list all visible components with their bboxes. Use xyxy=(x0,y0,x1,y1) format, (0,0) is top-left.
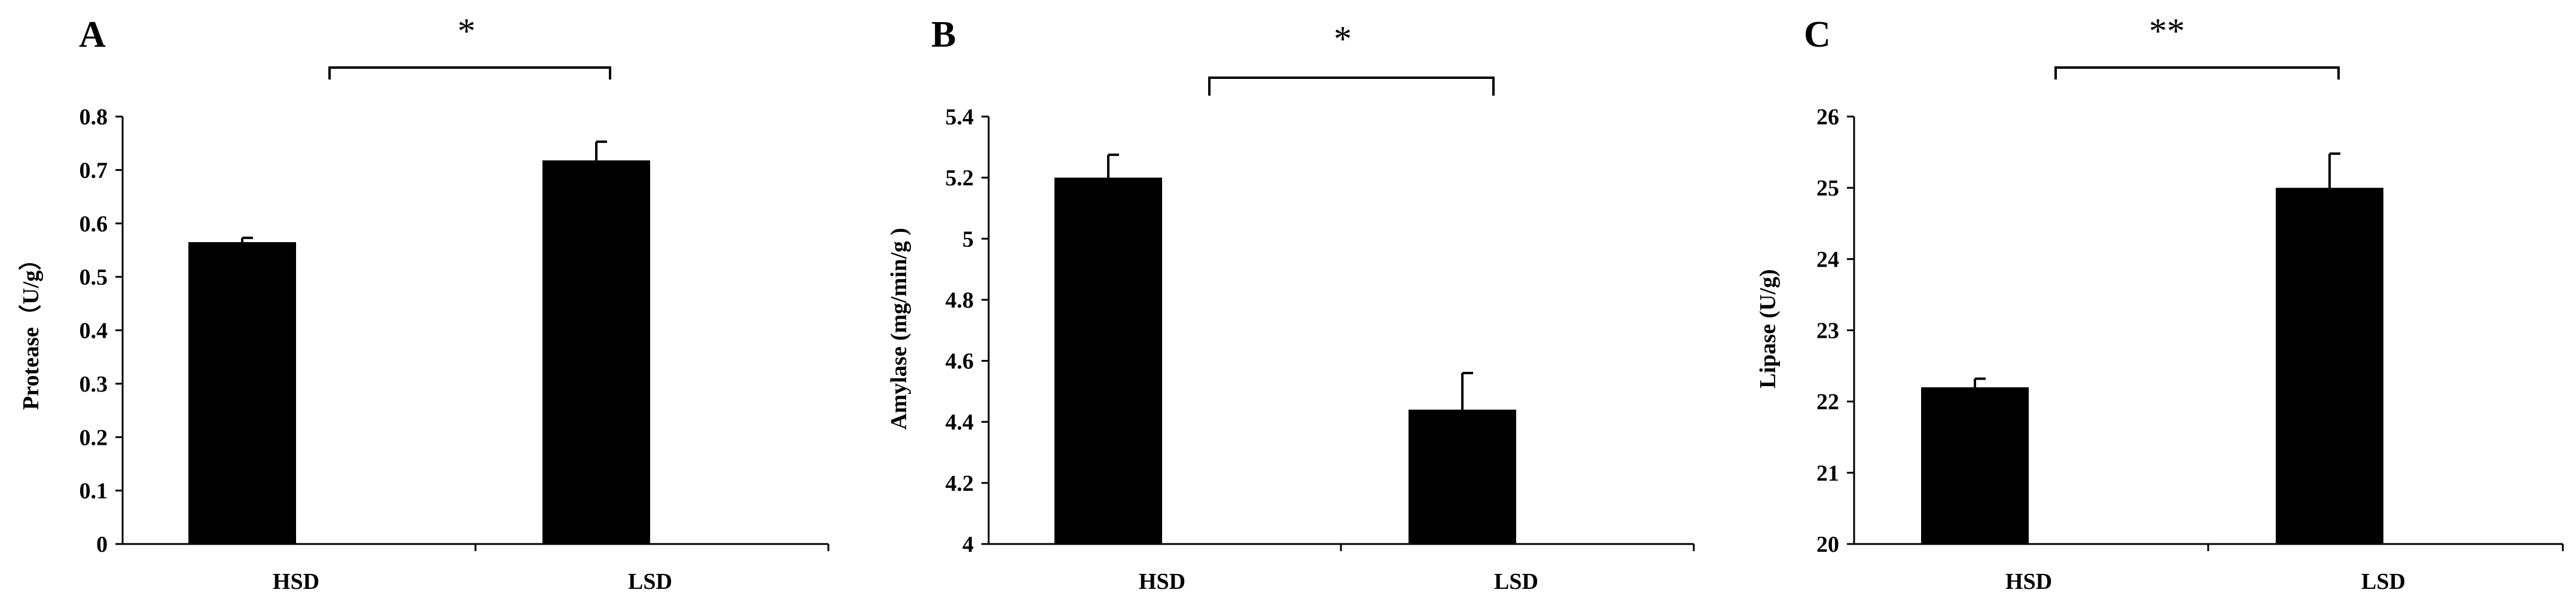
bar-group-c xyxy=(1921,188,2383,545)
panel-letter-c: C xyxy=(1804,14,1831,55)
y-tick-group-c xyxy=(1847,115,1854,545)
bar-b-lsd xyxy=(1409,409,1516,544)
y-tick-label-a: 0.2 xyxy=(80,425,108,450)
y-tick-label-c: 20 xyxy=(1816,532,1839,557)
category-label-b-hsd: HSD xyxy=(1139,569,1185,594)
panel-letter-b: B xyxy=(931,14,956,55)
bar-group-a xyxy=(188,160,650,545)
y-tick-label-b: 4.4 xyxy=(946,410,974,435)
y-axis-title-b: Amylase (mg/min/g ) xyxy=(886,228,911,430)
significance-bracket-a xyxy=(328,66,611,80)
y-axis-title-c: Lipase (U/g) xyxy=(1755,269,1781,389)
category-label-a-lsd: LSD xyxy=(628,569,672,594)
y-tick-label-a: 0.8 xyxy=(80,105,108,130)
category-label-c-hsd: HSD xyxy=(2005,569,2052,594)
category-label-a-hsd: HSD xyxy=(273,569,319,594)
y-tick-label-group-a: 0 0.1 0.2 0.3 0.4 0.5 0.6 0.7 0.8 xyxy=(80,105,108,557)
panel-letter-a: A xyxy=(79,14,106,55)
bar-c-lsd xyxy=(2276,188,2383,545)
y-tick-label-a: 0.3 xyxy=(80,372,108,397)
chart-panel-a: A Protease（U/g） * 0 0.1 0.2 0.3 0.4 0.5 0.6 0.7… xyxy=(19,11,830,594)
bar-c-hsd xyxy=(1921,387,2029,544)
significance-marker-c: ** xyxy=(2149,11,2185,51)
y-tick-label-b: 5.2 xyxy=(946,166,974,191)
y-tick-label-c: 22 xyxy=(1816,390,1839,415)
y-tick-label-b: 5.4 xyxy=(946,105,974,130)
error-bar-group-c xyxy=(1974,152,2340,387)
y-tick-label-b: 4.6 xyxy=(946,349,974,374)
error-bar-group-a xyxy=(241,140,607,243)
y-axis-title-a: Protease（U/g） xyxy=(19,247,44,410)
y-tick-label-c: 23 xyxy=(1816,319,1839,344)
y-tick-label-a: 0.4 xyxy=(80,319,108,344)
significance-marker-b: * xyxy=(1334,19,1352,59)
y-tick-label-a: 0 xyxy=(96,532,108,557)
y-tick-label-b: 5 xyxy=(962,227,974,252)
y-tick-label-c: 24 xyxy=(1816,247,1839,272)
y-tick-label-a: 0.6 xyxy=(80,212,108,237)
category-label-c-lsd: LSD xyxy=(2361,569,2406,594)
y-tick-label-group-c: 20 21 22 23 24 25 26 xyxy=(1816,105,1839,557)
y-tick-group-b xyxy=(981,115,989,545)
bar-a-lsd xyxy=(542,160,650,545)
y-tick-label-b: 4 xyxy=(962,532,974,557)
y-tick-label-b: 4.2 xyxy=(946,471,974,496)
significance-bracket-b xyxy=(1208,77,1495,96)
y-tick-label-a: 0.1 xyxy=(80,479,108,504)
y-tick-label-a: 0.5 xyxy=(80,265,108,290)
chart-panel-c: C Lipase (U/g) ** 20 21 22 23 24 25 26 HSD LSD xyxy=(1755,11,2564,594)
y-tick-label-c: 25 xyxy=(1816,176,1839,201)
chart-panel-b: B Amylase (mg/min/g ) * 4 4.2 4.4 4.6 4.8 5 5.… xyxy=(886,14,1695,594)
y-tick-label-c: 21 xyxy=(1816,461,1839,486)
y-tick-label-group-b: 4 4.2 4.4 4.6 4.8 5 5.2 5.4 xyxy=(946,105,974,557)
error-bar-group-b xyxy=(1107,153,1473,410)
y-tick-label-b: 4.8 xyxy=(946,288,974,313)
bar-group-b xyxy=(1054,178,1516,545)
category-label-b-lsd: LSD xyxy=(1494,569,1538,594)
y-tick-group-a xyxy=(115,115,123,545)
bar-b-hsd xyxy=(1054,178,1162,545)
y-tick-label-a: 0.7 xyxy=(80,158,108,183)
significance-bracket-c xyxy=(2054,66,2340,80)
y-tick-label-c: 26 xyxy=(1816,105,1839,130)
bar-a-hsd xyxy=(188,242,296,544)
significance-marker-a: * xyxy=(458,11,475,51)
